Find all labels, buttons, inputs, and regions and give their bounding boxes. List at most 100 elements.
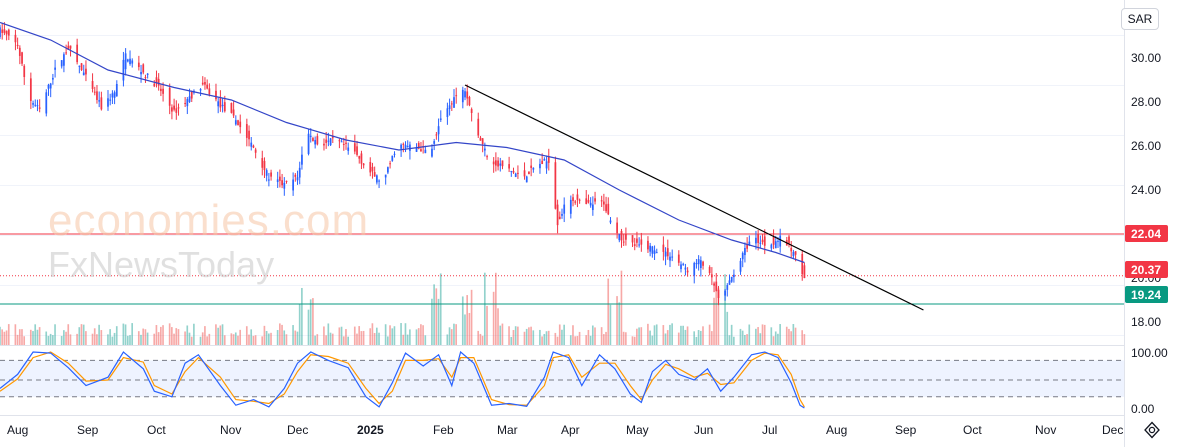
candle-body <box>702 261 704 266</box>
candle-body <box>298 167 301 178</box>
volume-bar <box>585 335 588 345</box>
candle-body <box>417 143 420 149</box>
volume-bar <box>607 278 610 345</box>
volume-bar <box>98 324 100 345</box>
volume-bar <box>664 333 667 345</box>
candle-body <box>495 160 497 166</box>
candle-body <box>358 156 361 159</box>
volume-bar <box>625 332 627 345</box>
candle-body <box>682 263 685 265</box>
volume-bar <box>325 335 327 345</box>
volume-bar <box>647 323 649 345</box>
candle-body <box>14 34 17 43</box>
volume-bar <box>34 324 37 345</box>
candle-body <box>631 235 634 243</box>
volume-bar <box>726 311 729 345</box>
candle-body <box>587 199 590 203</box>
candle-body <box>600 200 603 202</box>
volume-bar <box>517 326 519 345</box>
candle-body <box>517 172 519 174</box>
candle-body <box>115 84 118 97</box>
candle-body <box>201 82 204 85</box>
volume-bar <box>523 331 526 345</box>
volume-bar <box>483 272 486 345</box>
candle-body <box>433 141 436 144</box>
settings-gear-icon[interactable] <box>1143 421 1161 439</box>
volume-bar <box>587 329 590 345</box>
month-label: Feb <box>433 423 454 437</box>
volume-bar <box>356 333 358 345</box>
volume-bar <box>18 329 21 345</box>
volume-bar <box>375 327 378 345</box>
volume-bar <box>373 332 376 345</box>
candle-body <box>356 146 358 155</box>
volume-bar <box>283 330 286 345</box>
candle-body <box>647 240 649 250</box>
volume-bar <box>600 327 603 345</box>
volume-bar <box>252 335 255 345</box>
volume-bar <box>387 336 389 345</box>
volume-bar <box>455 324 457 345</box>
candle-body <box>142 64 145 73</box>
volume-bar <box>340 326 343 345</box>
volume-bar <box>532 330 535 345</box>
candle-body <box>563 204 566 214</box>
candle-body <box>618 234 621 241</box>
candle-body <box>763 236 766 246</box>
candle-body <box>788 236 790 244</box>
volume-bar <box>23 336 26 345</box>
candle-body <box>497 160 499 167</box>
volume-bar <box>616 296 618 345</box>
volume-bar <box>32 331 34 345</box>
candle-body <box>437 126 440 135</box>
volume-bar <box>417 328 420 345</box>
volume-bar <box>677 332 680 345</box>
candle-body <box>7 29 10 36</box>
candle-body <box>585 198 588 204</box>
candle-body <box>523 170 526 177</box>
candle-body <box>314 139 317 145</box>
volume-bar <box>640 327 643 345</box>
volume-bar <box>217 327 219 345</box>
candle-body <box>726 285 729 290</box>
volume-bar <box>684 329 687 345</box>
candle-body <box>653 250 656 254</box>
volume-bar <box>353 326 356 345</box>
candle-body <box>746 244 749 249</box>
volume-bar <box>78 327 81 345</box>
candle-body <box>188 96 191 102</box>
volume-bar <box>464 314 466 345</box>
volume-bar <box>146 332 149 345</box>
candle-body <box>622 241 625 243</box>
volume-bar <box>206 336 208 345</box>
volume-bar <box>47 335 50 345</box>
volume-bar <box>785 326 788 345</box>
candle-body <box>439 118 442 120</box>
candle-body <box>713 283 715 286</box>
candle-body <box>591 204 594 211</box>
volume-bar <box>140 334 142 345</box>
candle-body <box>369 162 372 173</box>
volume-bar <box>655 324 658 345</box>
volume-bar <box>636 328 638 345</box>
volume-bar <box>160 326 162 345</box>
volume-bar <box>779 324 781 345</box>
volume-bar <box>331 333 334 345</box>
currency-selector[interactable]: SAR <box>1121 8 1159 30</box>
candle-body <box>208 88 211 95</box>
candle-body <box>122 59 125 81</box>
volume-bar <box>100 330 103 345</box>
candle-body <box>435 134 438 136</box>
candle-body <box>65 52 67 54</box>
candle-body <box>327 140 330 142</box>
volume-bar <box>69 334 72 345</box>
volume-bar <box>479 333 482 345</box>
volume-bar <box>724 274 726 345</box>
candle-body <box>283 182 286 189</box>
volume-bar <box>591 325 594 345</box>
candle-body <box>113 92 116 98</box>
volume-bar <box>755 328 757 345</box>
volume-bar <box>371 323 374 345</box>
candle-body <box>67 45 70 50</box>
volume-bar <box>545 331 548 345</box>
